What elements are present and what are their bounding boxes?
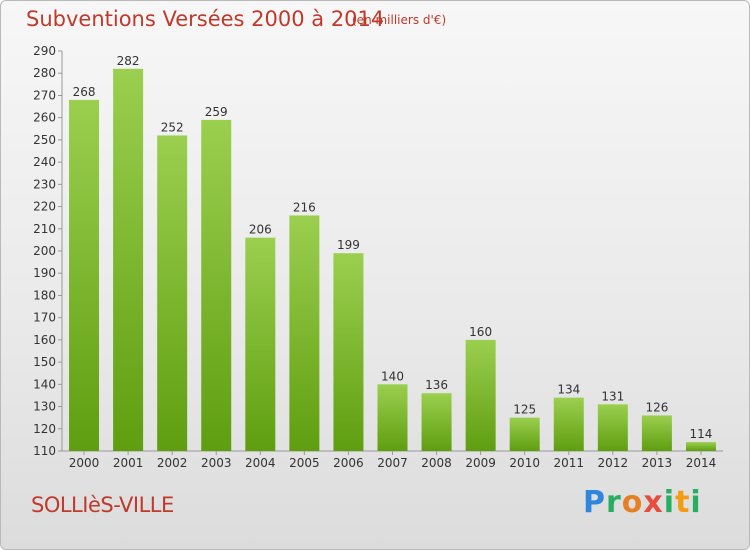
x-tick-label: 2001 <box>113 456 144 470</box>
bar-value-label: 136 <box>425 378 448 392</box>
y-tick-label: 270 <box>33 88 56 102</box>
bar-value-label: 126 <box>645 400 668 414</box>
bar <box>377 384 408 451</box>
y-tick-label: 150 <box>33 355 56 369</box>
y-tick-label: 210 <box>33 222 56 236</box>
bar <box>289 215 320 451</box>
bar-value-label: 140 <box>381 369 404 383</box>
x-tick-label: 2013 <box>642 456 673 470</box>
x-tick-label: 2000 <box>69 456 100 470</box>
bar <box>157 135 188 451</box>
y-tick-label: 280 <box>33 66 56 80</box>
bar <box>641 415 672 451</box>
bar-value-label: 259 <box>205 105 228 119</box>
x-tick-label: 2003 <box>201 456 232 470</box>
bar-value-label: 199 <box>337 238 360 252</box>
bar <box>553 397 584 451</box>
bar <box>245 237 276 451</box>
y-tick-label: 250 <box>33 133 56 147</box>
x-tick-label: 2014 <box>686 456 717 470</box>
x-tick-label: 2007 <box>377 456 408 470</box>
bar <box>421 393 452 451</box>
y-tick-label: 190 <box>33 266 56 280</box>
x-tick-label: 2002 <box>157 456 188 470</box>
x-tick-label: 2012 <box>598 456 629 470</box>
bar-value-label: 206 <box>249 223 272 237</box>
y-tick-label: 120 <box>33 422 56 436</box>
proxiti-logo[interactable]: Proxiti <box>583 485 702 520</box>
bar-value-label: 282 <box>117 54 140 68</box>
bar-value-label: 134 <box>557 383 580 397</box>
y-tick-label: 130 <box>33 400 56 414</box>
bar <box>113 68 144 452</box>
bar-value-label: 160 <box>469 325 492 339</box>
y-tick-label: 240 <box>33 155 56 169</box>
bar-value-label: 216 <box>293 200 316 214</box>
x-tick-label: 2006 <box>333 456 364 470</box>
y-tick-label: 230 <box>33 177 56 191</box>
x-tick-label: 2011 <box>553 456 584 470</box>
chart-subtitle: (en milliers d'€) <box>352 13 447 27</box>
bar-value-label: 125 <box>513 403 536 417</box>
bar-value-label: 114 <box>690 427 713 441</box>
y-tick-label: 220 <box>33 200 56 214</box>
chart-bars: 268 282 252 259 206 216 199 140 136 160 125 134 131 1… <box>69 54 716 452</box>
bar <box>69 99 100 451</box>
commune-name: SOLLIèS-VILLE <box>31 493 174 517</box>
bar <box>685 442 716 451</box>
bar-value-label: 252 <box>161 120 184 134</box>
y-tick-label: 180 <box>33 288 56 302</box>
x-tick-label: 2005 <box>289 456 320 470</box>
y-tick-label: 290 <box>33 44 56 58</box>
y-tick-label: 200 <box>33 244 56 258</box>
bar <box>333 253 364 451</box>
bar-value-label: 268 <box>73 85 96 99</box>
y-tick-label: 110 <box>33 444 56 458</box>
bar <box>465 339 496 451</box>
x-tick-label: 2004 <box>245 456 276 470</box>
bar <box>201 119 232 451</box>
x-tick-label: 2010 <box>509 456 540 470</box>
x-tick-label: 2008 <box>421 456 452 470</box>
y-tick-label: 260 <box>33 111 56 125</box>
y-tick-label: 140 <box>33 377 56 391</box>
bar <box>509 417 540 451</box>
chart-title: Subventions Versées 2000 à 2014 <box>26 7 385 31</box>
x-tick-label: 2009 <box>465 456 496 470</box>
bar <box>597 404 628 451</box>
bar-value-label: 131 <box>601 389 624 403</box>
y-tick-label: 170 <box>33 311 56 325</box>
chart-axes: 110 120 130 140 150 160 170 180 190 200 210 220 230 2… <box>33 44 723 470</box>
y-tick-label: 160 <box>33 333 56 347</box>
